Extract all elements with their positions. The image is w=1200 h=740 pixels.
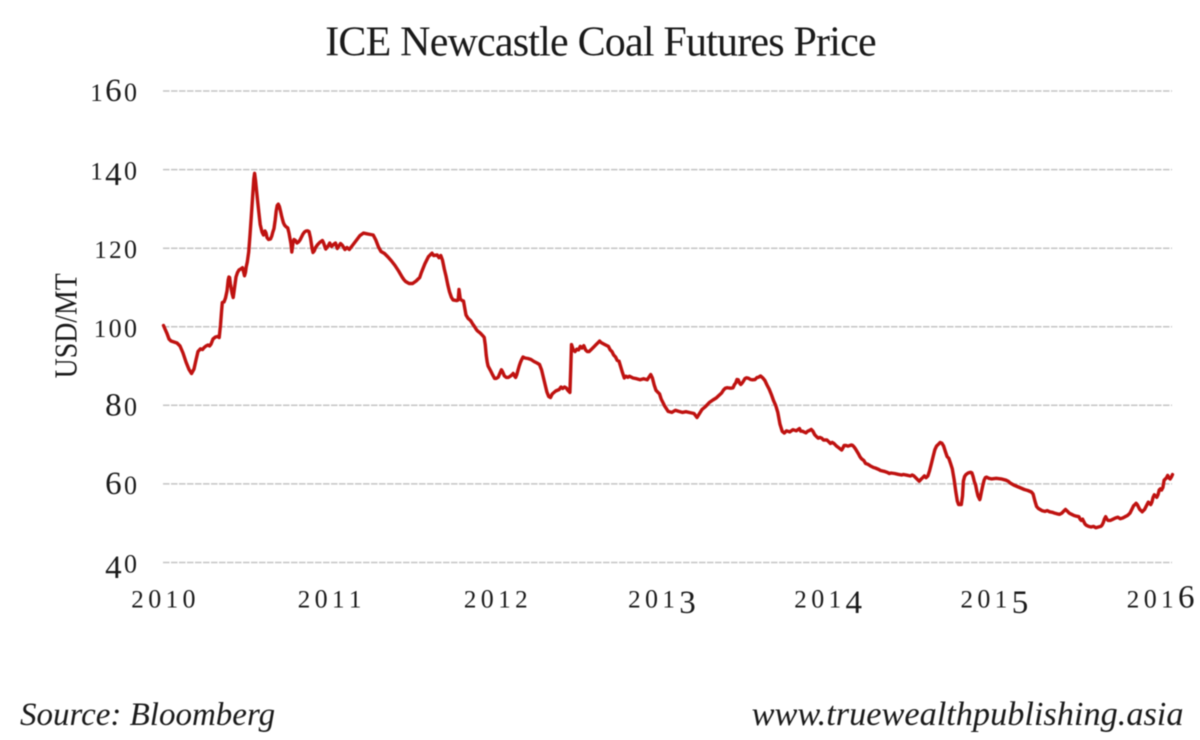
- svg-text:4: 4: [105, 550, 122, 586]
- svg-text:2: 2: [1127, 587, 1140, 614]
- svg-text:1: 1: [90, 80, 103, 107]
- svg-text:0: 0: [645, 585, 658, 614]
- svg-text:6: 6: [105, 466, 122, 502]
- svg-text:0: 0: [148, 585, 161, 614]
- svg-text:0: 0: [315, 585, 328, 614]
- svg-text:0: 0: [124, 235, 137, 264]
- svg-text:1: 1: [662, 587, 675, 614]
- svg-text:6: 6: [1178, 580, 1195, 616]
- svg-text:1: 1: [90, 159, 103, 186]
- svg-text:2: 2: [794, 587, 807, 614]
- svg-text:www.truewealthpublishing.asia: www.truewealthpublishing.asia: [752, 695, 1184, 733]
- svg-text:1: 1: [995, 587, 1008, 614]
- svg-text:4: 4: [105, 157, 122, 193]
- svg-text:2: 2: [109, 237, 122, 264]
- svg-text:ICE Newcastle Coal Futures Pri: ICE Newcastle Coal Futures Price: [325, 20, 876, 66]
- svg-text:2: 2: [131, 587, 144, 614]
- svg-text:0: 0: [811, 585, 824, 614]
- svg-text:0: 0: [124, 157, 137, 186]
- svg-text:0: 0: [124, 78, 137, 107]
- svg-text:USD/MT: USD/MT: [49, 273, 84, 378]
- svg-text:5: 5: [1012, 585, 1028, 621]
- svg-text:0: 0: [481, 585, 494, 614]
- svg-text:2: 2: [464, 587, 477, 614]
- svg-text:1: 1: [94, 237, 107, 264]
- svg-text:2: 2: [628, 587, 641, 614]
- svg-text:1: 1: [332, 587, 345, 614]
- svg-text:Source: Bloomberg: Source: Bloomberg: [20, 697, 275, 733]
- svg-text:6: 6: [105, 73, 122, 109]
- svg-text:1: 1: [94, 316, 107, 343]
- svg-text:0: 0: [124, 314, 137, 343]
- svg-text:2: 2: [515, 587, 528, 614]
- svg-text:4: 4: [846, 585, 863, 621]
- svg-text:0: 0: [183, 585, 196, 614]
- svg-text:0: 0: [1144, 585, 1157, 614]
- svg-text:1: 1: [1161, 587, 1174, 614]
- svg-text:1: 1: [829, 587, 842, 614]
- svg-text:3: 3: [679, 585, 696, 621]
- svg-text:0: 0: [977, 585, 990, 614]
- svg-text:0: 0: [124, 550, 137, 579]
- svg-text:0: 0: [109, 314, 122, 343]
- svg-text:8: 8: [105, 387, 122, 423]
- svg-text:1: 1: [349, 587, 362, 614]
- svg-text:1: 1: [166, 587, 179, 614]
- svg-text:0: 0: [124, 392, 137, 421]
- svg-text:0: 0: [124, 471, 137, 500]
- svg-text:1: 1: [498, 587, 511, 614]
- svg-text:2: 2: [298, 587, 311, 614]
- svg-text:2: 2: [961, 587, 974, 614]
